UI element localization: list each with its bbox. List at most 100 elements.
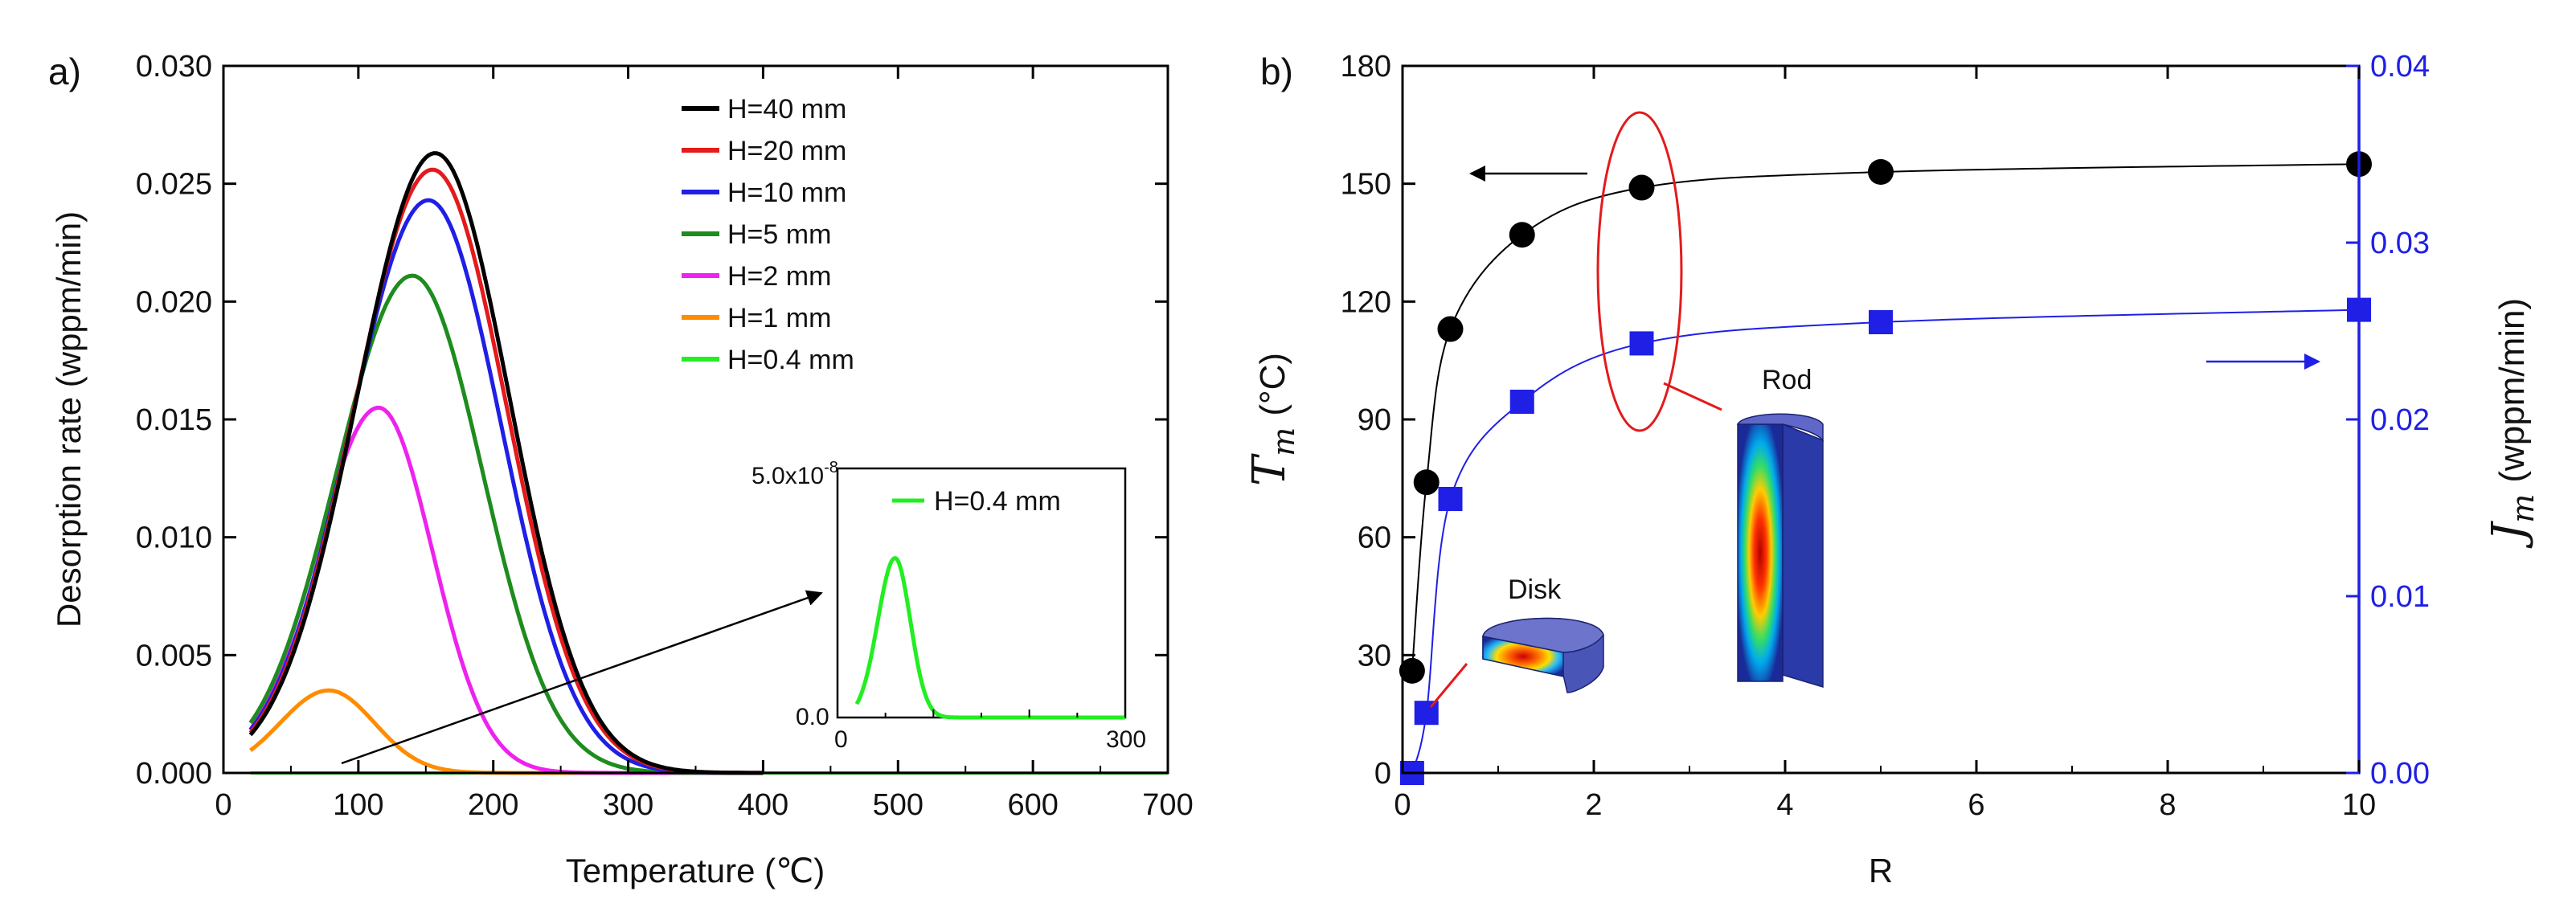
- series-line: [1411, 309, 2360, 774]
- data-point-tm: [1413, 469, 1440, 496]
- legend-label: H=0.4 mm: [727, 345, 854, 375]
- x-tick-label: 0: [215, 788, 231, 822]
- y-left-tick-label: 0: [1374, 757, 1391, 791]
- inset-frame: [836, 467, 1127, 719]
- panel-a-ticks: [222, 64, 1169, 775]
- panel-b-right-y-axis-title: Jm(wppm/min): [2483, 298, 2541, 549]
- inset-legend: H=0.4 mm: [892, 486, 1061, 517]
- y-tick-label: 0.020: [136, 285, 212, 319]
- panel-b-x-axis-title: R: [1869, 852, 1893, 889]
- disk-illustration: Disk: [1482, 574, 1604, 693]
- panel-a-inset: 5.0x10-8 0.0 0 300 H=0.4 mm: [752, 459, 1146, 753]
- y-tick-label: 0.030: [136, 50, 212, 84]
- x-tick-label: 2: [1585, 788, 1602, 822]
- data-point-jm: [1414, 701, 1439, 726]
- x-tick-label: 6: [1968, 788, 1984, 822]
- panel-b-right-y-tick-labels: 0.00 0.01 0.02 0.03 0.04: [2370, 50, 2430, 791]
- inset-y-top-label: 5.0x10-8: [752, 459, 838, 489]
- panel-a: a) 0 100 200 300 400 500 600 700 0.000 0.005 0.01…: [48, 50, 1194, 889]
- x-tick-label: 400: [738, 788, 788, 822]
- panel-b: b) 0 2 4 6 8 10 0 30 60 90 120 150 180 0.00 0.01 0.02…: [1243, 50, 2541, 889]
- disk-top: [1482, 617, 1604, 653]
- data-point-tm: [1437, 316, 1464, 342]
- rod-illustration: Rod: [1736, 365, 1824, 689]
- legend-label: H=20 mm: [727, 136, 846, 166]
- y-right-tick-label: 0.00: [2370, 757, 2430, 791]
- inset-x-left-label: 0: [834, 726, 848, 753]
- panel-a-y-axis-title: Desorption rate (wppm/min): [50, 211, 88, 628]
- panel-a-label: a): [48, 51, 81, 92]
- panel-a-curves: [248, 151, 1168, 775]
- x-tick-label: 10: [2342, 788, 2376, 822]
- y-right-tick-label: 0.04: [2370, 50, 2430, 84]
- y-right-tick-label: 0.03: [2370, 227, 2430, 260]
- series-line: [249, 688, 764, 775]
- legend-label: H=1 mm: [727, 303, 831, 333]
- disk-label: Disk: [1508, 574, 1562, 605]
- inset-y-bottom-label: 0.0: [796, 704, 829, 730]
- disk-callout-line: [1429, 663, 1468, 708]
- inset-series-line: [854, 555, 1125, 720]
- panel-a-x-axis-title: Temperature (℃): [566, 852, 825, 889]
- data-point-jm: [1509, 390, 1534, 414]
- panel-b-curves: [1399, 151, 2372, 785]
- x-tick-label: 700: [1142, 788, 1193, 822]
- data-point-jm: [1438, 487, 1463, 511]
- x-tick-label: 100: [333, 788, 383, 822]
- series-line: [248, 198, 764, 775]
- inset-curve: [854, 555, 1125, 720]
- x-tick-label: 4: [1776, 788, 1793, 822]
- inset-legend-label: H=0.4 mm: [934, 486, 1061, 517]
- x-tick-label: 500: [873, 788, 924, 822]
- series-line: [248, 405, 764, 775]
- legend-label: H=2 mm: [727, 261, 831, 292]
- inset-x-right-label: 300: [1106, 726, 1146, 753]
- y-left-tick-label: 150: [1341, 168, 1391, 202]
- y-tick-label: 0.005: [136, 639, 212, 673]
- y-left-tick-label: 60: [1358, 521, 1391, 555]
- x-tick-label: 200: [468, 788, 518, 822]
- panel-a-legend: H=40 mm H=20 mm H=10 mm H=5 mm H=2 mm H=1 mm H…: [682, 94, 854, 375]
- panel-b-x-tick-labels: 0 2 4 6 8 10: [1394, 788, 2376, 822]
- y-left-tick-label: 120: [1341, 285, 1391, 319]
- x-tick-label: 300: [603, 788, 653, 822]
- data-point-tm: [1868, 159, 1894, 185]
- data-point-tm: [1399, 657, 1425, 684]
- y-tick-label: 0.025: [136, 168, 212, 202]
- rod-top: [1736, 413, 1824, 443]
- legend-label: H=40 mm: [727, 94, 846, 125]
- y-tick-label: 0.000: [136, 757, 212, 791]
- rod-cut-face: [1737, 423, 1784, 682]
- data-point-jm: [1629, 331, 1654, 356]
- x-tick-label: 0: [1394, 788, 1411, 822]
- inset-ticks: [837, 709, 1126, 718]
- x-tick-label: 8: [2159, 788, 2176, 822]
- series-line: [248, 167, 764, 775]
- panel-a-x-tick-labels: 0 100 200 300 400 500 600 700: [215, 788, 1193, 822]
- legend-label: H=5 mm: [727, 219, 831, 250]
- series-line: [248, 151, 764, 775]
- rod-side: [1782, 423, 1824, 689]
- zoom-arrow: [341, 590, 823, 765]
- y-left-tick-label: 30: [1358, 639, 1391, 673]
- data-point-jm: [1869, 310, 1893, 334]
- rod-callout-line: [1663, 382, 1722, 411]
- x-tick-label: 600: [1007, 788, 1058, 822]
- highlight-ellipse: [1596, 111, 1683, 432]
- rod-label: Rod: [1762, 365, 1812, 395]
- panel-b-ticks: [1401, 64, 2361, 775]
- y-right-tick-label: 0.02: [2370, 403, 2430, 437]
- legend-label: H=10 mm: [727, 178, 846, 208]
- y-tick-label: 0.015: [136, 403, 212, 437]
- panel-b-left-y-axis-title: Tm(°C): [1243, 353, 1301, 486]
- y-left-tick-label: 180: [1341, 50, 1391, 84]
- panel-b-label: b): [1260, 51, 1293, 92]
- data-point-tm: [1628, 174, 1655, 201]
- y-right-tick-label: 0.01: [2370, 580, 2430, 614]
- y-tick-label: 0.010: [136, 521, 212, 555]
- data-point-tm: [1509, 222, 1535, 248]
- y-left-tick-label: 90: [1358, 403, 1391, 437]
- panel-a-y-tick-labels: 0.000 0.005 0.010 0.015 0.020 0.025 0.030: [136, 50, 212, 791]
- panel-b-left-y-tick-labels: 0 30 60 90 120 150 180: [1341, 50, 1391, 791]
